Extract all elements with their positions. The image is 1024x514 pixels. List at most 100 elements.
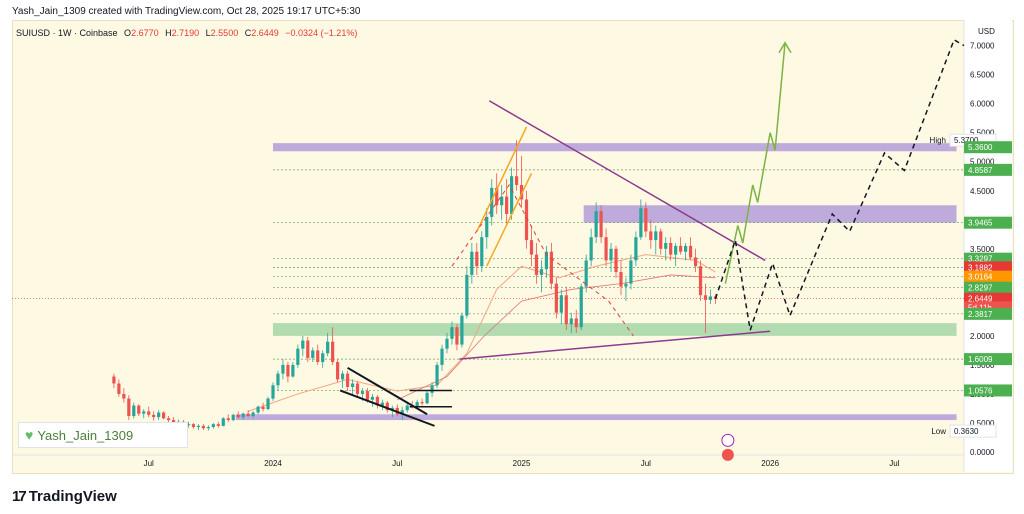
candle (152, 414, 156, 418)
down-trendline (488, 100, 766, 262)
tradingview-brand: TradingView (28, 488, 117, 505)
candle (157, 412, 161, 418)
candle (340, 373, 345, 380)
candle (345, 373, 350, 387)
candle (684, 245, 688, 252)
rising-support (459, 330, 771, 360)
candle (266, 398, 270, 410)
candle (415, 402, 419, 407)
red-dashed-path (451, 183, 634, 337)
candle (698, 266, 703, 296)
price-tag-value: 3.0164 (968, 273, 993, 282)
open-value: 2.6770 (131, 28, 159, 38)
candle (674, 245, 678, 255)
candle (519, 184, 524, 200)
price-tag-title: Low (931, 427, 946, 436)
x-tick-label: 2025 (513, 459, 531, 468)
low-value: 2.5500 (210, 28, 239, 38)
candle (599, 211, 603, 238)
price-tag-value: 1.6009 (968, 355, 993, 364)
candle (544, 251, 549, 270)
candle (500, 196, 504, 206)
resistance-zone (272, 143, 957, 152)
candle (321, 353, 325, 363)
x-tick-label: Jul (889, 459, 899, 468)
price-tag-box (964, 261, 1012, 274)
candle (529, 240, 534, 255)
candle (365, 391, 370, 400)
candle (549, 251, 553, 284)
candle (460, 315, 464, 345)
candle (693, 257, 698, 267)
candle (196, 425, 201, 428)
price-tag-value: 5.3700 (954, 136, 979, 145)
candle (534, 254, 539, 275)
candle (440, 348, 444, 365)
x-tick-label: Jul (144, 459, 154, 468)
candle (276, 373, 280, 386)
candle (350, 383, 355, 387)
candle (336, 362, 340, 380)
candle (614, 248, 618, 273)
symbol-info: SUIUSD · 1W · Coinbase O2.6770 H2.7190 L… (16, 28, 357, 38)
candle (708, 296, 713, 300)
price-tag-box (964, 384, 1012, 397)
change-value: −0.0324 (−1.21%) (285, 28, 358, 38)
candle (400, 410, 404, 415)
candle (355, 383, 360, 394)
x-tick-label: Jul (392, 459, 402, 468)
y-tick-label: 4.5000 (970, 187, 995, 196)
candle (589, 237, 593, 261)
candle (644, 208, 648, 232)
price-tag-box (964, 307, 1012, 320)
candle (679, 245, 683, 252)
price-axis[interactable] (964, 20, 1012, 472)
candle (326, 341, 330, 354)
y-tick-label: 1.5000 (970, 361, 995, 370)
price-tag-box (964, 270, 1012, 283)
tradingview-footer[interactable]: 17 TradingView (12, 488, 117, 505)
candle (226, 418, 230, 421)
projection-arrowhead (778, 41, 792, 54)
candle (639, 208, 643, 238)
price-tag-value: 0.3630 (954, 427, 979, 436)
candle (281, 364, 285, 374)
price-tag-box (964, 141, 1012, 154)
tradingview-logo-icon: 17 (12, 488, 27, 505)
high-value: 2.7190 (171, 28, 200, 38)
candle (375, 396, 379, 406)
candle (316, 350, 320, 363)
candle (137, 405, 141, 414)
close-value: 2.6449 (251, 28, 279, 38)
candle (221, 418, 225, 426)
candle (211, 424, 215, 428)
y-tick-label: 6.5000 (970, 71, 995, 80)
candle (654, 231, 658, 241)
candle (430, 385, 434, 393)
bullish-projection (724, 42, 786, 284)
candle (510, 176, 514, 214)
chart-area[interactable] (12, 20, 1014, 474)
candle (246, 413, 250, 417)
price-tag-value: 5.3600 (968, 143, 993, 152)
candle (241, 413, 245, 418)
event-icon[interactable] (721, 433, 735, 447)
chart-attribution: Yash_Jain_1309 created with TradingView.… (12, 6, 361, 17)
wedge-left (476, 126, 528, 232)
candle (251, 412, 255, 417)
candle (609, 248, 613, 261)
candle (664, 243, 668, 249)
candle (485, 216, 489, 238)
candle (331, 341, 335, 363)
ema-pink-line (397, 274, 716, 401)
candle (688, 245, 693, 258)
candle (127, 398, 131, 417)
price-tag-value: 2.6449 (968, 295, 993, 304)
candle (584, 260, 588, 287)
candle (132, 405, 136, 417)
currency-label: USD (978, 27, 995, 36)
flag-event-icon[interactable] (721, 448, 734, 461)
price-chart[interactable]: USD0.00000.50001.00001.50002.00002.50003… (12, 20, 1012, 472)
price-tag-box (964, 353, 1012, 366)
candle (370, 396, 375, 400)
